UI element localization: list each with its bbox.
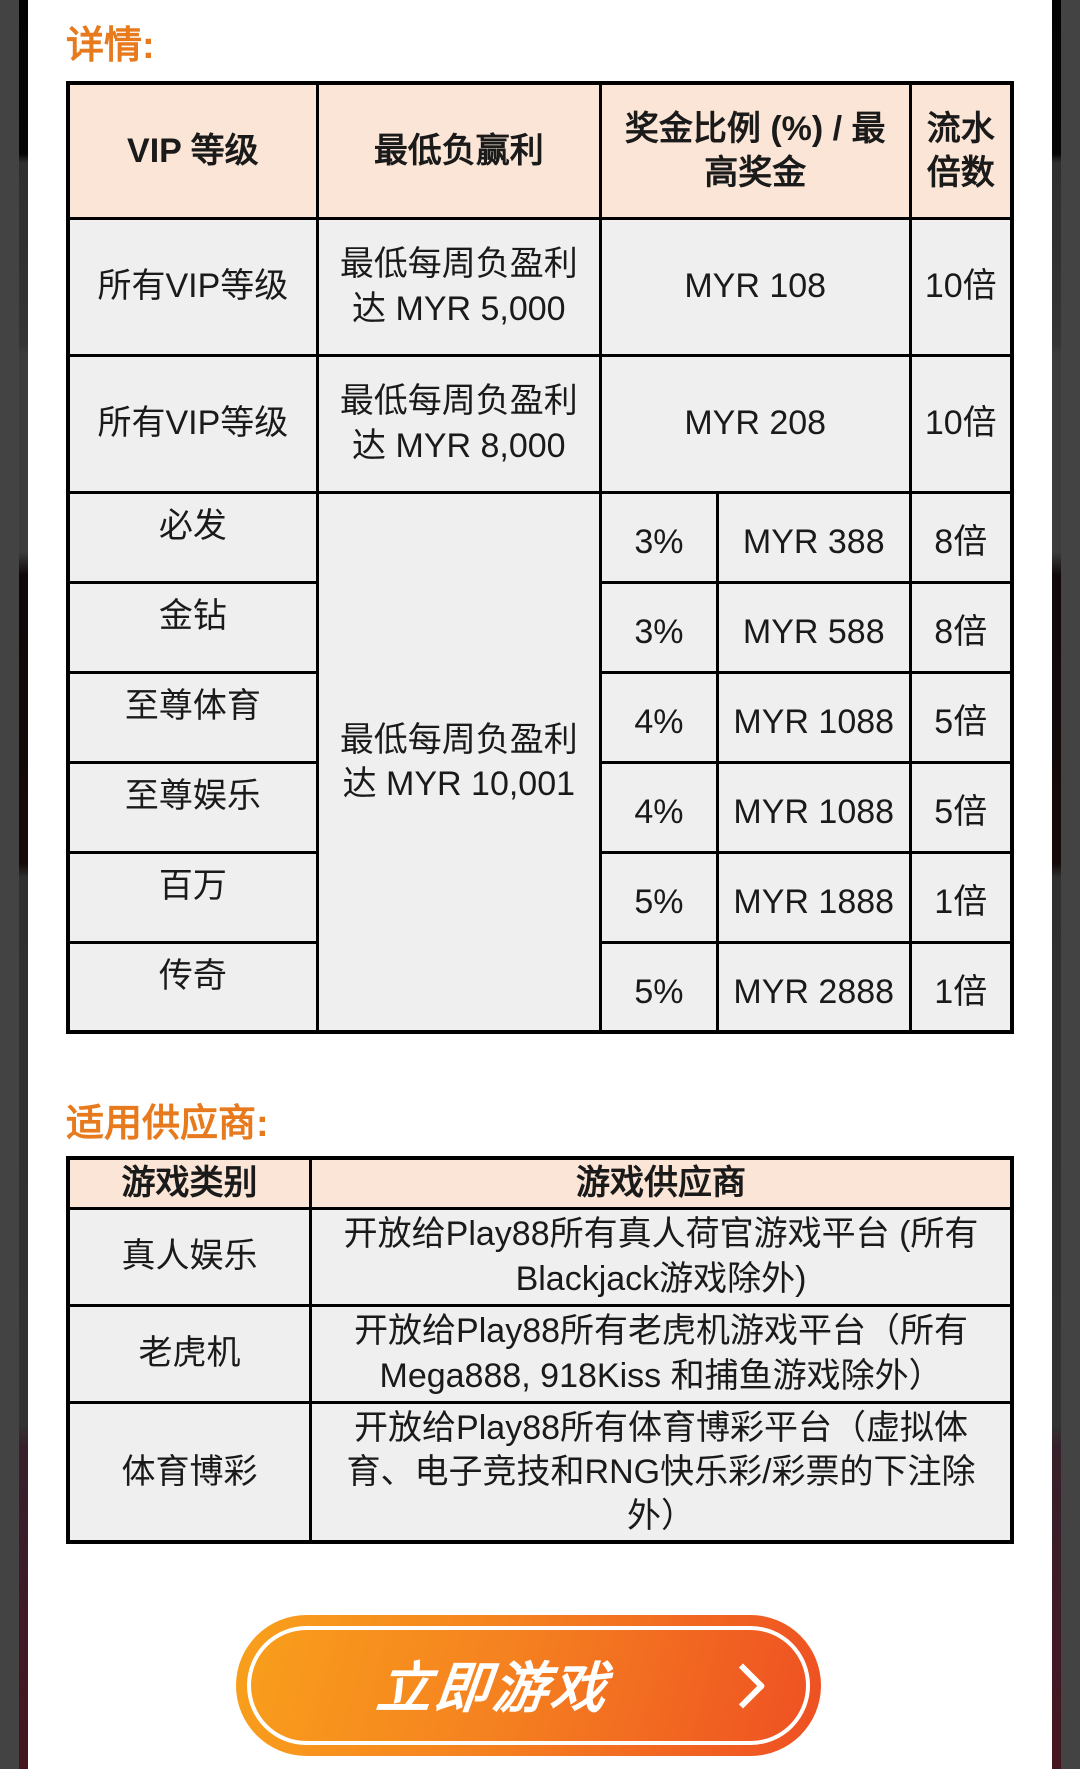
vip-level: 必发 <box>66 490 319 584</box>
turnover: 10倍 <box>908 353 1014 494</box>
vip-level: 百万 <box>66 850 319 944</box>
game-category: 体育博彩 <box>66 1400 313 1544</box>
button-inner-ring <box>247 1626 810 1746</box>
col-header-vip-level: VIP 等级 <box>66 81 319 220</box>
table-row: 传奇 5% MYR 2888 1倍 <box>66 940 1014 1034</box>
turnover: 1倍 <box>908 940 1014 1034</box>
bonus-percent: 4% <box>598 760 719 854</box>
table-row: 老虎机 开放给Play88所有老虎机游戏平台（所有Mega888, 918Kis… <box>66 1303 1014 1404</box>
col-header-bonus: 奖金比例 (%) / 最高奖金 <box>598 81 912 220</box>
vip-bonus-table: VIP 等级 最低负赢利 奖金比例 (%) / 最高奖金 流水倍数 所有VIP等… <box>66 81 1014 1034</box>
vip-level: 金钻 <box>66 580 319 674</box>
turnover: 5倍 <box>908 760 1014 854</box>
min-loss: 最低每周负盈利达 MYR 8,000 <box>315 353 602 494</box>
turnover: 10倍 <box>908 216 1014 357</box>
provider-table-header-row: 游戏类别 游戏供应商 <box>66 1156 1014 1210</box>
turnover: 8倍 <box>908 490 1014 584</box>
col-header-min-loss: 最低负赢利 <box>315 81 602 220</box>
max-bonus: MYR 388 <box>715 490 912 584</box>
col-header-game-category: 游戏类别 <box>66 1156 313 1210</box>
table-row: 所有VIP等级 最低每周负盈利达 MYR 5,000 MYR 108 10倍 <box>66 216 1014 357</box>
max-bonus: MYR 1088 <box>715 760 912 854</box>
game-category: 真人娱乐 <box>66 1206 313 1307</box>
game-providers: 开放给Play88所有真人荷官游戏平台 (所有Blackjack游戏除外) <box>309 1206 1014 1307</box>
table-row: 至尊体育 4% MYR 1088 5倍 <box>66 670 1014 764</box>
vip-level: 至尊娱乐 <box>66 760 319 854</box>
game-providers: 开放给Play88所有体育博彩平台（虚拟体育、电子竞技和RNG快乐彩/彩票的下注… <box>309 1400 1014 1544</box>
col-header-turnover: 流水倍数 <box>908 81 1014 220</box>
vip-level: 所有VIP等级 <box>66 353 319 494</box>
game-category: 老虎机 <box>66 1303 313 1404</box>
table-row: 所有VIP等级 最低每周负盈利达 MYR 8,000 MYR 208 10倍 <box>66 353 1014 494</box>
right-dark-rail <box>1052 0 1080 1769</box>
turnover: 5倍 <box>908 670 1014 764</box>
bonus-percent: 5% <box>598 940 719 1034</box>
col-header-game-provider: 游戏供应商 <box>309 1156 1014 1210</box>
play-now-button[interactable]: 立即游戏 <box>236 1615 821 1757</box>
max-bonus: MYR 1088 <box>715 670 912 764</box>
provider-table: 游戏类别 游戏供应商 真人娱乐 开放给Play88所有真人荷官游戏平台 (所有B… <box>66 1156 1014 1545</box>
details-heading: 详情: <box>66 25 155 67</box>
vip-level: 传奇 <box>66 940 319 1034</box>
vip-level: 至尊体育 <box>66 670 319 764</box>
game-providers: 开放给Play88所有老虎机游戏平台（所有Mega888, 918Kiss 和捕… <box>309 1303 1014 1404</box>
turnover: 1倍 <box>908 850 1014 944</box>
vip-table-header-row: VIP 等级 最低负赢利 奖金比例 (%) / 最高奖金 流水倍数 <box>66 81 1014 220</box>
table-row: 至尊娱乐 4% MYR 1088 5倍 <box>66 760 1014 854</box>
providers-heading: 适用供应商: <box>66 1103 269 1145</box>
table-row: 必发 最低每周负盈利达 MYR 10,001 3% MYR 388 8倍 <box>66 490 1014 1034</box>
min-loss: 最低每周负盈利达 MYR 5,000 <box>315 216 602 357</box>
table-row: 金钻 3% MYR 588 8倍 <box>66 580 1014 674</box>
right-underlay-strip <box>1052 0 1061 1769</box>
min-loss-shared: 最低每周负盈利达 MYR 10,001 <box>315 490 602 1034</box>
table-row: 体育博彩 开放给Play88所有体育博彩平台（虚拟体育、电子竞技和RNG快乐彩/… <box>66 1400 1014 1544</box>
bonus-amount: MYR 108 <box>598 216 912 357</box>
bonus-percent: 5% <box>598 850 719 944</box>
bonus-percent: 4% <box>598 670 719 764</box>
play-now-label: 立即游戏 <box>373 1656 613 1719</box>
turnover: 8倍 <box>908 580 1014 674</box>
max-bonus: MYR 2888 <box>715 940 912 1034</box>
table-row: 百万 5% MYR 1888 1倍 <box>66 850 1014 944</box>
max-bonus: MYR 588 <box>715 580 912 674</box>
table-row: 真人娱乐 开放给Play88所有真人荷官游戏平台 (所有Blackjack游戏除… <box>66 1206 1014 1307</box>
vip-level: 所有VIP等级 <box>66 216 319 357</box>
max-bonus: MYR 1888 <box>715 850 912 944</box>
promo-details-panel: 详情: VIP 等级 最低负赢利 奖金比例 (%) / 最高奖金 流水倍数 所有… <box>28 0 1052 1769</box>
left-dark-rail <box>0 0 28 1769</box>
bonus-percent: 3% <box>598 490 719 584</box>
bonus-amount: MYR 208 <box>598 353 912 494</box>
left-underlay-strip <box>19 0 28 1769</box>
bonus-percent: 3% <box>598 580 719 674</box>
